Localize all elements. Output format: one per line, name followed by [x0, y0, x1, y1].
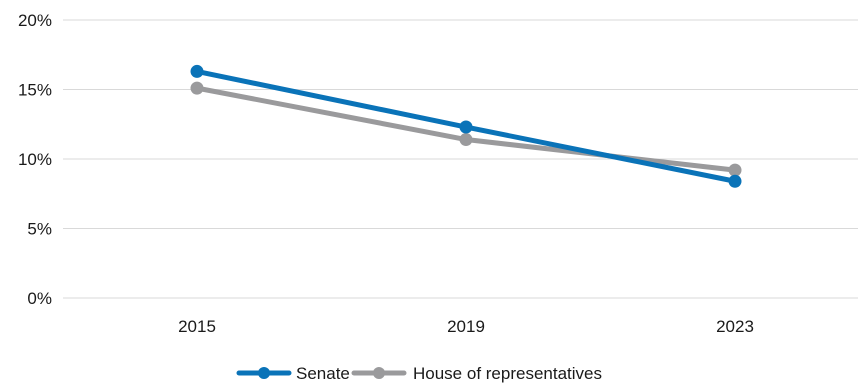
legend: Senate House of representatives	[236, 364, 602, 383]
x-tick-label: 2019	[447, 317, 485, 336]
x-axis-ticks: 2015 2019 2023	[178, 317, 754, 336]
legend-label: House of representatives	[413, 364, 602, 383]
data-point	[190, 64, 204, 78]
legend-label: Senate	[296, 364, 350, 383]
data-point	[459, 120, 473, 134]
series-1	[190, 81, 742, 177]
y-tick-label: 0%	[27, 289, 52, 308]
y-tick-label: 20%	[18, 11, 52, 30]
legend-item: Senate	[236, 364, 350, 383]
data-point	[459, 133, 473, 147]
gridlines	[63, 19, 858, 299]
y-tick-label: 10%	[18, 150, 52, 169]
legend-marker-icon	[258, 367, 270, 379]
x-tick-label: 2023	[716, 317, 754, 336]
y-tick-label: 5%	[27, 220, 52, 239]
y-axis-ticks: 0% 5% 10% 15% 20%	[18, 11, 52, 308]
series	[190, 64, 742, 188]
data-point	[728, 174, 742, 188]
y-tick-label: 15%	[18, 81, 52, 100]
data-point	[190, 81, 204, 95]
legend-item: House of representatives	[351, 364, 602, 383]
series-0	[190, 64, 742, 188]
legend-marker-icon	[373, 367, 385, 379]
data-point	[728, 163, 742, 177]
x-tick-label: 2015	[178, 317, 216, 336]
